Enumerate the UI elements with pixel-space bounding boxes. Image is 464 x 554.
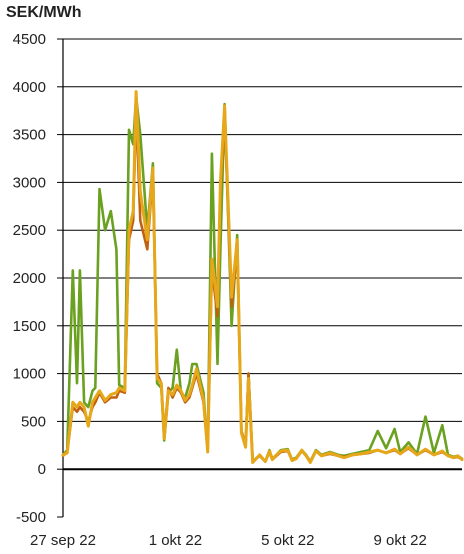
y-tick-label-3500: 3500 (13, 127, 46, 144)
y-tick-label-4500: 4500 (13, 31, 46, 48)
y-tick-label-4000: 4000 (13, 79, 46, 96)
axes (57, 38, 462, 518)
x-tick-label: 1 okt 22 (149, 532, 202, 549)
y-tick-label-1000: 1000 (13, 366, 46, 383)
y-tick-label-1500: 1500 (13, 318, 46, 335)
y-tick-label-500: 500 (21, 413, 46, 430)
x-tick-label: 9 okt 22 (373, 532, 426, 549)
y-tick-label-2000: 2000 (13, 270, 46, 287)
y-axis-label: SEK/MWh (6, 4, 82, 21)
series-line-1 (61, 95, 464, 463)
series-lines (61, 90, 464, 464)
y-tick-label-2500: 2500 (13, 222, 46, 239)
gridlines (63, 38, 462, 470)
y-tick-labels: -500 0 500 1000 1500 2000 2500 3000 3500 4000 4500 (13, 31, 46, 526)
series-line-2 (61, 104, 464, 463)
series-line-3 (61, 90, 464, 464)
y-tick-label-3000: 3000 (13, 174, 46, 191)
x-tick-label: 27 sep 22 (30, 532, 96, 549)
x-tick-label: 5 okt 22 (261, 532, 314, 549)
y-tick-label-0: 0 (38, 461, 46, 478)
x-tick-labels: 27 sep 22 1 okt 22 5 okt 22 9 okt 22 (30, 532, 427, 549)
y-tick-label--500: -500 (16, 509, 46, 526)
